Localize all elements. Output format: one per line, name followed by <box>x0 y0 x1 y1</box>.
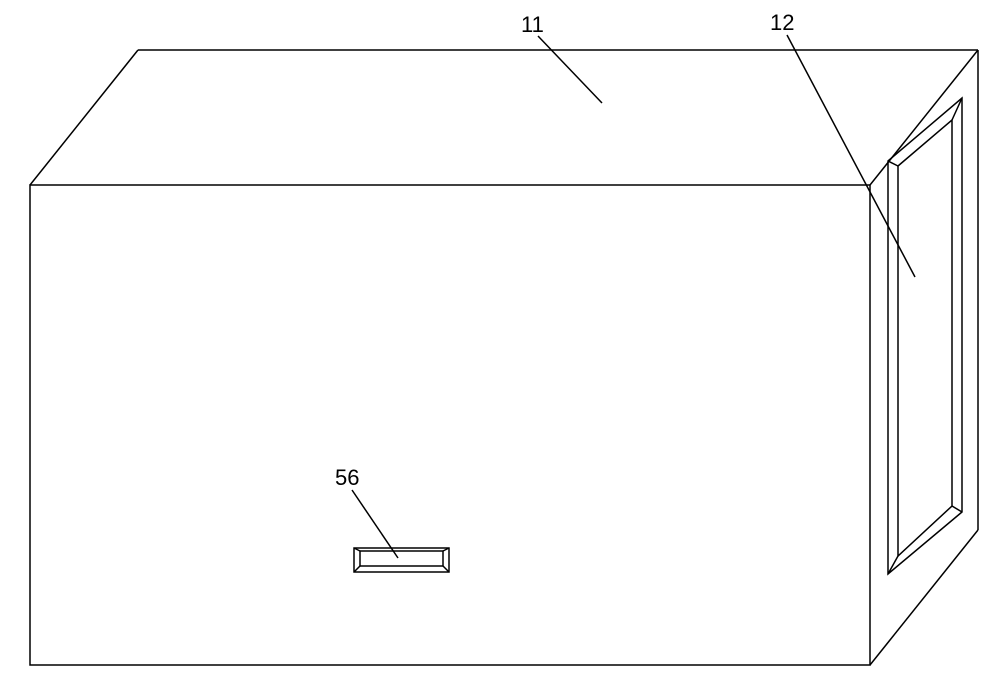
front-slot <box>354 548 449 572</box>
leader-lines <box>352 35 915 558</box>
label-56: 56 <box>335 465 359 491</box>
leader-11 <box>538 36 602 103</box>
label-12: 12 <box>770 10 794 36</box>
box-outline <box>30 50 978 665</box>
diagram-svg <box>0 0 1000 691</box>
label-11: 11 <box>521 12 544 38</box>
right-side-panel <box>888 98 962 574</box>
leader-12 <box>787 35 915 277</box>
